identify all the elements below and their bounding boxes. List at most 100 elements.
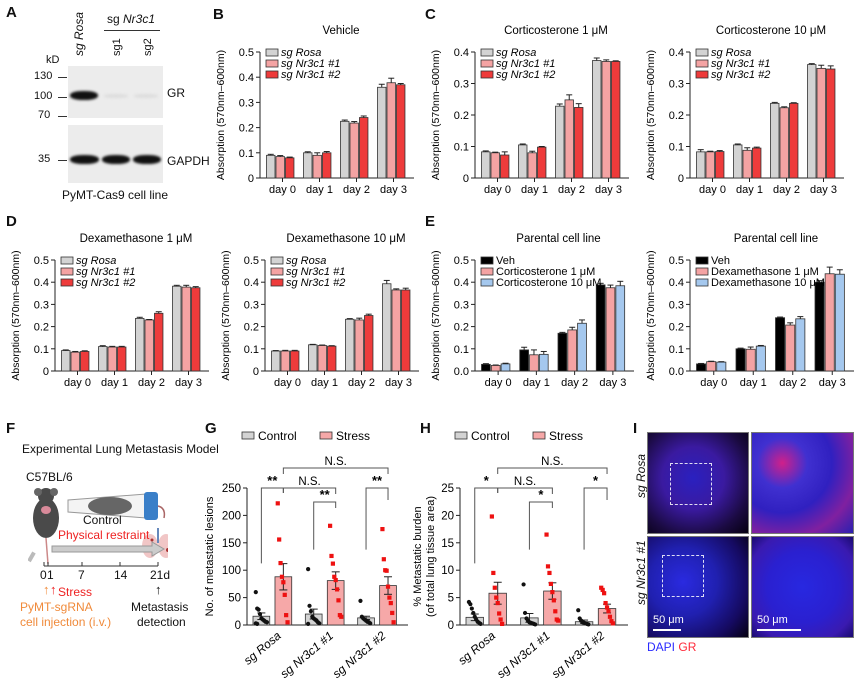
y-tick-label: 0.1 xyxy=(454,142,469,154)
chart-e-dex: Parental cell line Absorption (570nm–600n… xyxy=(645,233,854,389)
significance-bracket xyxy=(282,487,337,494)
y-tick-label: 0.3 xyxy=(244,299,259,311)
bar xyxy=(191,287,201,372)
bar xyxy=(490,365,501,372)
x-tick-label: day 2 xyxy=(561,377,588,389)
y-tick-label: 0.2 xyxy=(669,322,684,334)
panel-label-b: B xyxy=(213,6,224,23)
x-tick-label: day 2 xyxy=(343,184,370,196)
data-point xyxy=(328,523,333,528)
chart-c-cort10: Corticosterone 10 μM Absorption (570nm–60… xyxy=(645,25,844,196)
bar xyxy=(834,273,845,372)
y-tick-label: 0.5 xyxy=(244,255,259,267)
data-point xyxy=(339,614,344,619)
data-point xyxy=(495,600,500,606)
legend-label: sg Nr3c1 #1 xyxy=(711,58,770,70)
chart-e-cort: Parental cell line Absorption (570nm–600n… xyxy=(430,233,634,389)
y-tick-label: 0.5 xyxy=(34,255,49,267)
data-point xyxy=(256,607,261,612)
chart-title: Dexamethasone 1 μM xyxy=(80,233,193,245)
data-point xyxy=(264,620,270,625)
x-tick-label: day 0 xyxy=(64,377,91,389)
x-tick-label: day 0 xyxy=(699,184,726,196)
bar xyxy=(601,61,611,179)
band-label-gapdh: GAPDH xyxy=(167,154,210,168)
y-tick-label: 0 xyxy=(248,173,254,185)
legend-swatch xyxy=(60,256,74,265)
bar xyxy=(705,151,715,179)
bar xyxy=(807,64,817,179)
legend-label: sg Rosa xyxy=(286,255,326,267)
bar xyxy=(401,289,411,372)
data-point xyxy=(492,585,497,590)
legend-swatch xyxy=(241,431,255,440)
bar xyxy=(500,154,510,179)
data-point xyxy=(548,581,554,586)
y-tick-label: 0 xyxy=(448,620,454,632)
marker-tick-100 xyxy=(58,97,67,98)
legend-swatch xyxy=(265,70,279,79)
x-tick-label: sg Nr3c1 #1 xyxy=(494,629,553,681)
legend-swatch xyxy=(480,48,494,57)
x-tick-label: day 3 xyxy=(175,377,202,389)
panel-label-g: G xyxy=(205,420,217,437)
significance-bracket xyxy=(497,487,553,494)
y-tick-label: 0.3 xyxy=(454,79,469,91)
y-tick-label: 0.3 xyxy=(669,79,684,91)
data-point xyxy=(471,610,476,616)
micro-sg-rosa-overview xyxy=(647,432,749,534)
marker-tick-35 xyxy=(58,160,67,161)
legend-swatch xyxy=(454,431,468,440)
x-tick-label: day 2 xyxy=(138,377,165,389)
y-tick-label: 0.3 xyxy=(669,299,684,311)
legend-swatch xyxy=(695,48,709,57)
significance-label: ** xyxy=(267,473,278,488)
data-point xyxy=(358,598,363,603)
gapdh-band-sg-rosa xyxy=(70,155,99,164)
y-tick-label: 0.2 xyxy=(239,123,254,135)
data-point xyxy=(330,561,335,566)
legend-label: Stress xyxy=(336,429,370,443)
chart-h-burden: Control Stress % Metastatic burden (of tota… xyxy=(412,429,628,681)
gr-band-sg-rosa xyxy=(70,91,98,100)
bar xyxy=(577,322,587,372)
x-tick-label: day 3 xyxy=(595,184,622,196)
bar xyxy=(816,67,826,179)
chart-title: Dexamethasone 10 μM xyxy=(286,233,405,245)
detection-label-2: detection xyxy=(137,615,186,629)
legend-swatch xyxy=(695,267,709,276)
data-point xyxy=(329,553,334,559)
y-tick-label: 0.2 xyxy=(244,322,259,334)
micro-sg-nr3c1-zoom: 50 μm xyxy=(751,536,854,638)
bar xyxy=(706,361,717,372)
x-tick-label: day 1 xyxy=(523,377,550,389)
bar xyxy=(745,348,756,372)
x-tick-label: sg Nr3c1 #2 xyxy=(330,628,389,681)
bar xyxy=(555,105,565,179)
y-axis-label: Absorption (570nm–600nm) xyxy=(10,250,22,380)
x-tick-label: day 2 xyxy=(348,377,375,389)
y-tick-label: 0.2 xyxy=(669,110,684,122)
legend-swatch xyxy=(60,278,74,287)
significance-bracket xyxy=(474,487,499,564)
legend-swatch xyxy=(695,256,709,265)
bar xyxy=(564,99,574,179)
y-tick-label: 0.4 xyxy=(34,277,49,289)
y-tick-label: 50 xyxy=(228,593,241,605)
y-tick-label: 0 xyxy=(43,366,49,378)
bar xyxy=(519,349,529,372)
data-point xyxy=(469,606,474,611)
legend-swatch xyxy=(265,59,279,68)
bar xyxy=(611,61,621,179)
legend-swatch xyxy=(532,431,546,440)
bar xyxy=(382,283,392,372)
legend-label: Control xyxy=(258,429,297,443)
legend-label: Veh xyxy=(496,255,515,267)
bar xyxy=(742,149,752,179)
bar xyxy=(716,361,727,372)
legend-label: sg Nr3c1 #2 xyxy=(711,69,770,81)
y-tick-label: 25 xyxy=(441,483,454,495)
y-tick-label: 0 xyxy=(463,173,469,185)
chart-b: Vehicle Absorption (570nm–600nm) 0 0.1 0.2 0.… xyxy=(215,25,414,196)
legend-swatch xyxy=(265,48,279,57)
